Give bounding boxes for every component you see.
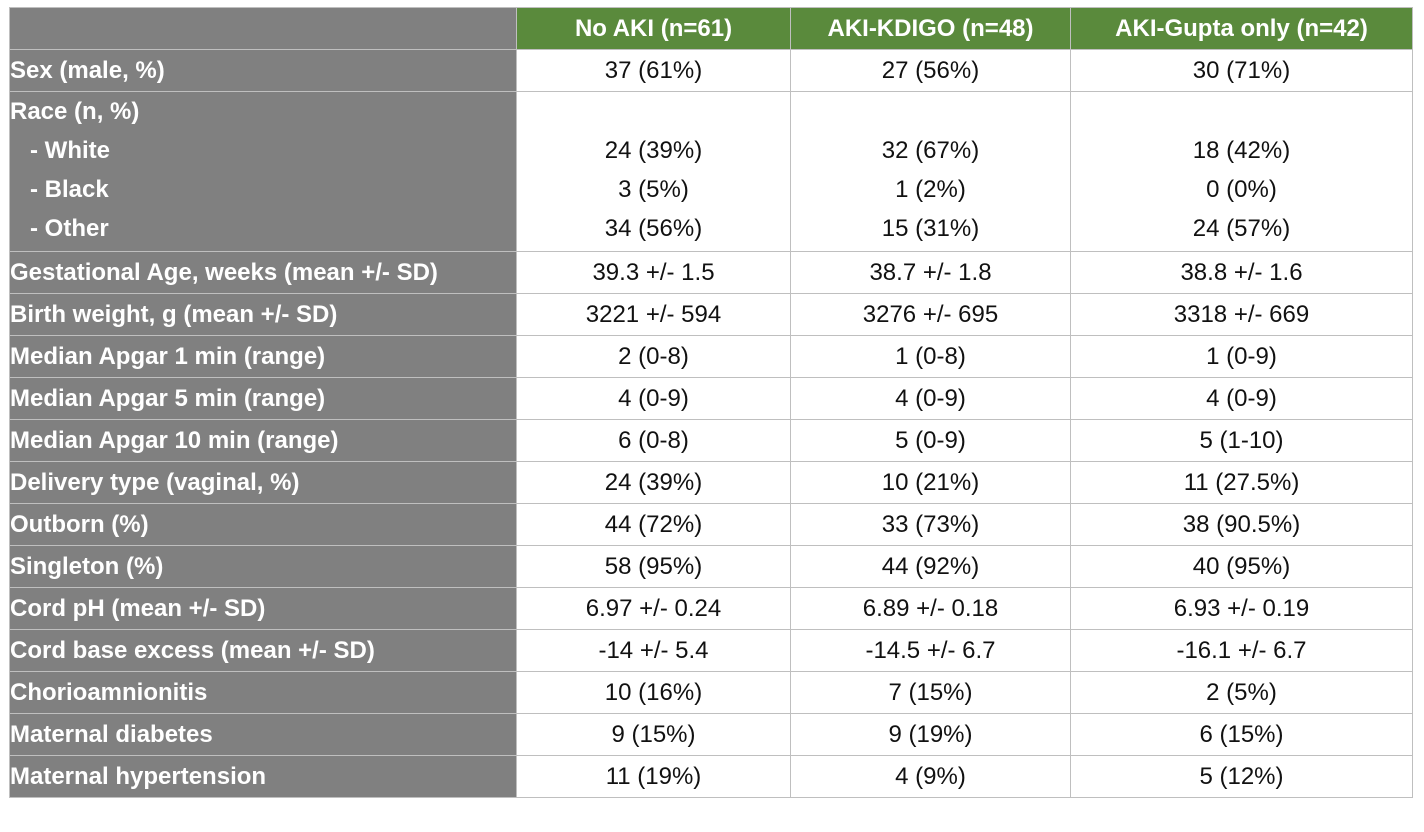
cell-value: 39.3 +/- 1.5 bbox=[516, 251, 791, 294]
row-label: Outborn (%) bbox=[9, 503, 517, 546]
cell-value: 3318 +/- 669 bbox=[1070, 293, 1413, 336]
cell-value: 9 (15%) bbox=[516, 713, 791, 756]
table-row-race: Race (n, %) - White - Black - Other 24 (… bbox=[9, 91, 1413, 252]
table-row: Maternal diabetes 9 (15%) 9 (19%) 6 (15%… bbox=[9, 713, 1413, 756]
table-row: Maternal hypertension 11 (19%) 4 (9%) 5 … bbox=[9, 755, 1413, 798]
cell-value: 24 (57%) bbox=[1192, 215, 1291, 242]
cell-value: 5 (1-10) bbox=[1070, 419, 1413, 462]
cell-value: 38.7 +/- 1.8 bbox=[790, 251, 1071, 294]
row-label: Sex (male, %) bbox=[9, 49, 517, 92]
cell-value: -14 +/- 5.4 bbox=[516, 629, 791, 672]
cell-value: 9 (19%) bbox=[790, 713, 1071, 756]
race-sublabel-white: - White bbox=[30, 137, 110, 164]
cell-value: 10 (16%) bbox=[516, 671, 791, 714]
cell-value: 27 (56%) bbox=[790, 49, 1071, 92]
row-label: Median Apgar 5 min (range) bbox=[9, 377, 517, 420]
cell-value: -16.1 +/- 6.7 bbox=[1070, 629, 1413, 672]
cell-value: 1 (0-8) bbox=[790, 335, 1071, 378]
table-row: Chorioamnionitis 10 (16%) 7 (15%) 2 (5%) bbox=[9, 671, 1413, 714]
cell-value: 3 (5%) bbox=[618, 176, 689, 203]
cell-value: 1 (2%) bbox=[895, 176, 966, 203]
cell-value: 2 (0-8) bbox=[516, 335, 791, 378]
corner-cell bbox=[9, 7, 517, 50]
row-label: Median Apgar 1 min (range) bbox=[9, 335, 517, 378]
cell-value: 44 (92%) bbox=[790, 545, 1071, 588]
cell-value: 44 (72%) bbox=[516, 503, 791, 546]
cell-value: 3276 +/- 695 bbox=[790, 293, 1071, 336]
cell-value: 6.89 +/- 0.18 bbox=[790, 587, 1071, 630]
row-label: Race (n, %) bbox=[10, 98, 140, 125]
cell-value: 4 (9%) bbox=[790, 755, 1071, 798]
cell-value: 5 (0-9) bbox=[790, 419, 1071, 462]
row-label: Chorioamnionitis bbox=[9, 671, 517, 714]
cell-value: 11 (27.5%) bbox=[1070, 461, 1413, 504]
column-header-aki-kdigo: AKI-KDIGO (n=48) bbox=[790, 7, 1071, 50]
cell-value: -14.5 +/- 6.7 bbox=[790, 629, 1071, 672]
cell-value: 10 (21%) bbox=[790, 461, 1071, 504]
cell-value: 4 (0-9) bbox=[516, 377, 791, 420]
cell-value: 6 (15%) bbox=[1070, 713, 1413, 756]
cell-value: 30 (71%) bbox=[1070, 49, 1413, 92]
row-label: Median Apgar 10 min (range) bbox=[9, 419, 517, 462]
row-label: Birth weight, g (mean +/- SD) bbox=[9, 293, 517, 336]
cell-value: 5 (12%) bbox=[1070, 755, 1413, 798]
cell-value: 11 (19%) bbox=[516, 755, 791, 798]
table-row: Cord base excess (mean +/- SD) -14 +/- 5… bbox=[9, 629, 1413, 672]
table-row: Sex (male, %) 37 (61%) 27 (56%) 30 (71%) bbox=[9, 49, 1413, 92]
row-label: Gestational Age, weeks (mean +/- SD) bbox=[9, 251, 517, 294]
race-values-aki-gupta: 18 (42%) 0 (0%) 24 (57%) bbox=[1070, 91, 1413, 252]
cell-value: 24 (39%) bbox=[516, 461, 791, 504]
row-label: Cord pH (mean +/- SD) bbox=[9, 587, 517, 630]
table-row: Median Apgar 5 min (range) 4 (0-9) 4 (0-… bbox=[9, 377, 1413, 420]
cell-value: 32 (67%) bbox=[881, 137, 980, 164]
cell-value: 4 (0-9) bbox=[790, 377, 1071, 420]
column-header-aki-gupta: AKI-Gupta only (n=42) bbox=[1070, 7, 1413, 50]
cell-value: 7 (15%) bbox=[790, 671, 1071, 714]
cell-value: 38.8 +/- 1.6 bbox=[1070, 251, 1413, 294]
cell-value: 38 (90.5%) bbox=[1070, 503, 1413, 546]
table-row: Median Apgar 10 min (range) 6 (0-8) 5 (0… bbox=[9, 419, 1413, 462]
cell-value: 40 (95%) bbox=[1070, 545, 1413, 588]
table-row: Cord pH (mean +/- SD) 6.97 +/- 0.24 6.89… bbox=[9, 587, 1413, 630]
cell-value: 1 (0-9) bbox=[1070, 335, 1413, 378]
cell-value: 58 (95%) bbox=[516, 545, 791, 588]
table-row: Delivery type (vaginal, %) 24 (39%) 10 (… bbox=[9, 461, 1413, 504]
cell-value: 33 (73%) bbox=[790, 503, 1071, 546]
race-values-no-aki: 24 (39%) 3 (5%) 34 (56%) bbox=[516, 91, 791, 252]
row-label: Singleton (%) bbox=[9, 545, 517, 588]
row-label: Maternal diabetes bbox=[9, 713, 517, 756]
table-row: Singleton (%) 58 (95%) 44 (92%) 40 (95%) bbox=[9, 545, 1413, 588]
cell-value: 0 (0%) bbox=[1206, 176, 1277, 203]
cell-value: 6 (0-8) bbox=[516, 419, 791, 462]
cell-value: 2 (5%) bbox=[1070, 671, 1413, 714]
race-sublabel-black: - Black bbox=[30, 176, 109, 203]
row-label: Delivery type (vaginal, %) bbox=[9, 461, 517, 504]
table-row: Median Apgar 1 min (range) 2 (0-8) 1 (0-… bbox=[9, 335, 1413, 378]
column-header-no-aki: No AKI (n=61) bbox=[516, 7, 791, 50]
cell-value: 6.97 +/- 0.24 bbox=[516, 587, 791, 630]
demographics-table: No AKI (n=61) AKI-KDIGO (n=48) AKI-Gupta… bbox=[9, 7, 1413, 798]
race-sublabel-other: - Other bbox=[30, 215, 109, 242]
cell-value: 37 (61%) bbox=[516, 49, 791, 92]
cell-value: 15 (31%) bbox=[881, 215, 980, 242]
cell-value: 6.93 +/- 0.19 bbox=[1070, 587, 1413, 630]
table-row: Outborn (%) 44 (72%) 33 (73%) 38 (90.5%) bbox=[9, 503, 1413, 546]
cell-value: 4 (0-9) bbox=[1070, 377, 1413, 420]
cell-value: 3221 +/- 594 bbox=[516, 293, 791, 336]
header-row: No AKI (n=61) AKI-KDIGO (n=48) AKI-Gupta… bbox=[9, 7, 1413, 50]
race-values-aki-kdigo: 32 (67%) 1 (2%) 15 (31%) bbox=[790, 91, 1071, 252]
row-label-race: Race (n, %) - White - Black - Other bbox=[9, 91, 517, 252]
table-row: Gestational Age, weeks (mean +/- SD) 39.… bbox=[9, 251, 1413, 294]
row-label: Cord base excess (mean +/- SD) bbox=[9, 629, 517, 672]
cell-value: 24 (39%) bbox=[604, 137, 703, 164]
table-row: Birth weight, g (mean +/- SD) 3221 +/- 5… bbox=[9, 293, 1413, 336]
row-label: Maternal hypertension bbox=[9, 755, 517, 798]
cell-value: 34 (56%) bbox=[604, 215, 703, 242]
cell-value: 18 (42%) bbox=[1192, 137, 1291, 164]
